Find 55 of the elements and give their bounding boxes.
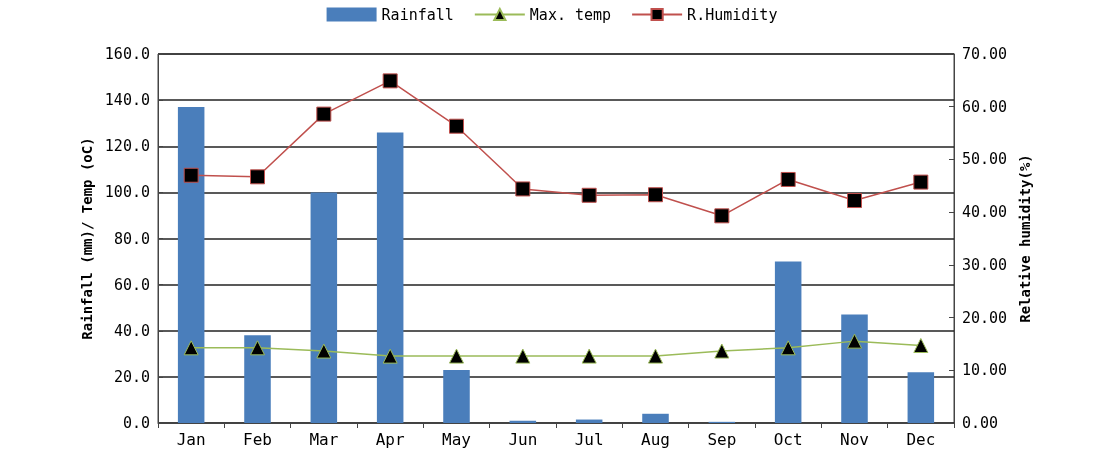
y2-tick-label: 40.00: [962, 203, 1008, 222]
point: [780, 171, 796, 187]
point: [648, 187, 663, 203]
y-axis-title: Rainfall (mm)/ Temp (oC): [78, 137, 95, 340]
bar: [310, 192, 338, 423]
y2-tick-label: 10.00: [962, 361, 1008, 380]
bar: [376, 132, 404, 423]
point: [581, 187, 597, 203]
bar: [177, 107, 205, 423]
x-tick-label: Feb: [243, 429, 272, 449]
y2-tick-label: 0.00: [962, 414, 999, 432]
point: [183, 167, 199, 183]
x-tick-label: Oct: [773, 429, 803, 449]
point: [316, 106, 332, 122]
legend-label: Max. temp: [529, 5, 612, 24]
x-tick-label: May: [442, 429, 472, 449]
point: [515, 181, 531, 197]
x-tick-label: Sep: [707, 429, 737, 449]
bar: [841, 314, 868, 423]
point: [714, 208, 730, 224]
bar: [443, 369, 470, 423]
point: [382, 73, 398, 89]
y-tick-label: 140.0: [104, 91, 150, 110]
x-tick-label: Apr: [375, 429, 405, 449]
x-tick-label: Dec: [906, 429, 936, 449]
bar: [642, 413, 669, 423]
point: [847, 193, 862, 209]
y-tick-label: 160.0: [104, 45, 150, 63]
y2-tick-label: 70.00: [962, 45, 1008, 63]
legend-label: R.Humidity: [687, 5, 778, 24]
x-tick-label: Jul: [574, 429, 604, 449]
y-tick-label: 120.0: [104, 137, 150, 156]
x-tick-label: Nov: [840, 429, 869, 449]
bar: [774, 261, 802, 423]
bar: [907, 372, 935, 423]
x-tick-label: Jun: [508, 429, 538, 449]
y-tick-label: 60.0: [113, 275, 150, 294]
legend-label: Rainfall: [381, 5, 454, 24]
y2-tick-label: 60.00: [962, 97, 1008, 116]
point: [913, 174, 929, 190]
y2-tick-label: 30.00: [962, 255, 1008, 274]
y-tick-label: 20.0: [113, 367, 150, 386]
y2-tick-label: 50.00: [962, 150, 1008, 169]
y2-tick-label: 20.00: [962, 308, 1008, 327]
x-tick-label: Mar: [309, 429, 339, 449]
y-tick-label: 0.0: [122, 414, 150, 432]
y-tick-label: 80.0: [113, 229, 150, 248]
y-tick-label: 40.0: [113, 321, 150, 340]
y2-axis-title: Relative humidity(%): [1017, 154, 1034, 323]
y-tick-label: 100.0: [104, 183, 150, 202]
bar: [244, 335, 271, 423]
point: [449, 118, 464, 134]
x-tick-label: Jan: [176, 429, 206, 449]
point: [250, 169, 265, 185]
x-tick-label: Aug: [641, 429, 670, 449]
